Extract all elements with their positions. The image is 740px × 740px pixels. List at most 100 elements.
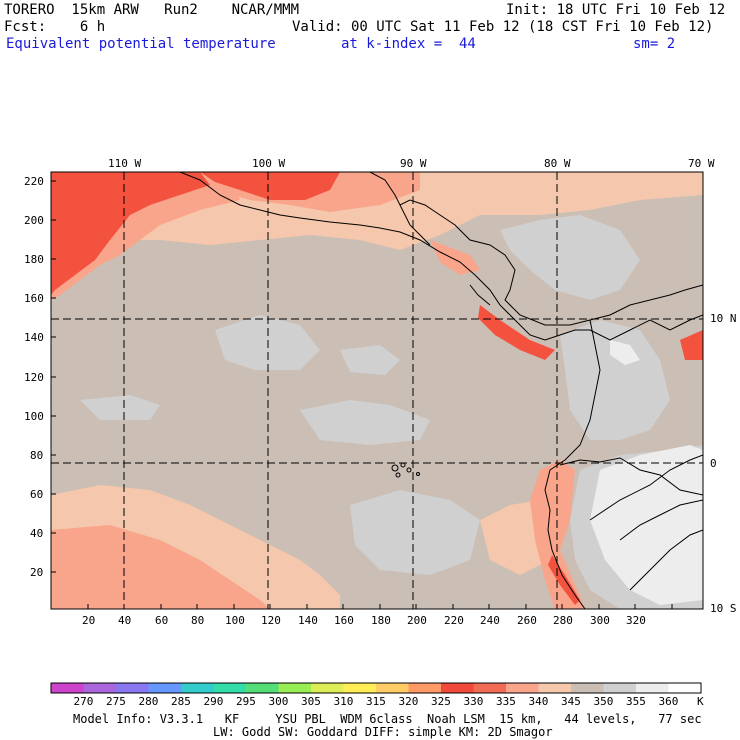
colorbar-swatch	[213, 683, 247, 693]
border-peru-brazil	[589, 454, 703, 521]
y-tick-label: 20	[30, 566, 44, 579]
model-info-line: Model Info: V3.3.1 KF YSU PBL WDM 6class…	[73, 712, 702, 726]
colorbar-swatch	[246, 683, 279, 693]
colorbar	[51, 683, 702, 693]
y-tick-label: 180	[24, 253, 44, 266]
hot-coastal-patch	[200, 172, 340, 200]
galapagos-island-5	[416, 472, 420, 476]
y-tick-label: 80	[30, 449, 44, 462]
colorbar-label: 305	[301, 695, 321, 708]
galapagos-island-1	[391, 464, 399, 472]
colorbar-label: 310	[333, 695, 354, 708]
warmer-guatemala-patch	[430, 240, 480, 275]
colorbar-label: 285	[171, 695, 191, 708]
cool-patch-colombia	[560, 320, 670, 440]
colorbar-swatch	[603, 683, 637, 693]
border-interior-1	[619, 499, 703, 541]
galapagos-island-3	[406, 467, 412, 473]
colorbar-label: 360	[658, 695, 679, 708]
south-america-pacific-coast	[544, 319, 601, 609]
colorbar-swatch	[441, 683, 474, 693]
colorbar-label: 295	[236, 695, 256, 708]
caribbean-coast	[369, 172, 703, 326]
colorbar-swatch	[343, 683, 377, 693]
colorbar-label: 280	[138, 695, 159, 708]
colorbar-label: 290	[203, 695, 224, 708]
x-tick-label: 80	[191, 614, 205, 627]
colorbar-swatch	[668, 683, 702, 693]
x-tick-label: 220	[444, 614, 464, 627]
lat-label-10n: 10 N	[710, 312, 737, 325]
lon-label-70w: 70 W	[688, 157, 715, 170]
x-tick-label: 120	[261, 614, 281, 627]
lon-label-90w: 90 W	[400, 157, 427, 170]
y-tick-label: 200	[24, 214, 44, 227]
colorbar-swatch	[506, 683, 539, 693]
border-colombia	[589, 314, 703, 341]
field-name: Equivalent potential temperature	[6, 36, 276, 52]
y-tick-label: 160	[24, 292, 44, 305]
y-tick-label: 60	[30, 488, 44, 501]
hot-peru-coast	[548, 555, 580, 605]
x-tick-label: 100	[225, 614, 245, 627]
colorbar-label: 325	[431, 695, 451, 708]
border-mexico-guatemala	[399, 204, 431, 246]
lat-lon-grid	[51, 172, 703, 609]
colorbar-swatch	[408, 683, 442, 693]
x-tick-label: 320	[626, 614, 646, 627]
border-interior-2	[629, 529, 703, 591]
colorbar-label: 270	[73, 695, 94, 708]
colorbar-swatch	[148, 683, 182, 693]
colorbar-label: 275	[106, 695, 126, 708]
coolest-patch-amazon	[590, 445, 703, 605]
colorbar-label: 320	[398, 695, 419, 708]
colorbar-swatch	[571, 683, 604, 693]
border-ecuador-peru	[559, 457, 703, 496]
x-tick-label: 300	[590, 614, 610, 627]
coolest-patch-colombia	[610, 340, 640, 365]
x-tick-label: 40	[118, 614, 132, 627]
x-tick-label: 260	[517, 614, 537, 627]
colorbar-label: 335	[496, 695, 516, 708]
x-tick-label: 240	[480, 614, 500, 627]
cool-patch-4	[80, 395, 160, 420]
y-tick-label: 140	[24, 331, 44, 344]
model-title: TORERO 15km ARW Run2 NCAR/MMM	[4, 2, 300, 18]
x-tick-label: 20	[82, 614, 96, 627]
cool-patch-2	[340, 345, 400, 375]
colorbar-label: 315	[366, 695, 386, 708]
colorbar-label: 350	[593, 695, 614, 708]
cool-patch-5	[350, 490, 480, 575]
pacific-coast-central-america	[179, 172, 590, 341]
lon-label-110w: 110 W	[108, 157, 142, 170]
x-tick-label: 160	[334, 614, 354, 627]
smoothing-value: sm= 2	[633, 36, 676, 52]
x-tick-label: 200	[407, 614, 427, 627]
x-tick-label: 60	[155, 614, 169, 627]
physics-info-line: LW: Godd SW: Goddard DIFF: simple KM: 2D…	[213, 725, 553, 739]
hot-colombia-patch	[680, 330, 703, 360]
lat-label-10s: 10 S	[710, 602, 737, 615]
galapagos-island-4	[395, 472, 401, 478]
y-tick-label: 220	[24, 175, 44, 188]
y-tick-label: 100	[24, 410, 44, 423]
coastlines	[179, 172, 703, 609]
colorbar-swatch	[473, 683, 507, 693]
forecast-hour: Fcst: 6 h	[4, 19, 106, 35]
colorbar-unit: K	[697, 695, 704, 708]
init-time: Init: 18 UTC Fri 10 Feb 12	[506, 2, 726, 18]
colorbar-label: 330	[463, 695, 484, 708]
colorbar-label: 355	[626, 695, 646, 708]
colorbar-swatch	[116, 683, 149, 693]
map-frame	[50, 171, 704, 610]
lon-label-80w: 80 W	[544, 157, 571, 170]
x-tick-label: 140	[298, 614, 318, 627]
colorbar-swatch	[278, 683, 312, 693]
colorbar-label: 340	[528, 695, 549, 708]
colorbar-swatch	[181, 683, 214, 693]
colorbar-label: 300	[268, 695, 289, 708]
colorbar-frame	[50, 682, 702, 694]
border-nicaragua	[469, 284, 491, 306]
level-index: at k-index = 44	[341, 36, 476, 52]
